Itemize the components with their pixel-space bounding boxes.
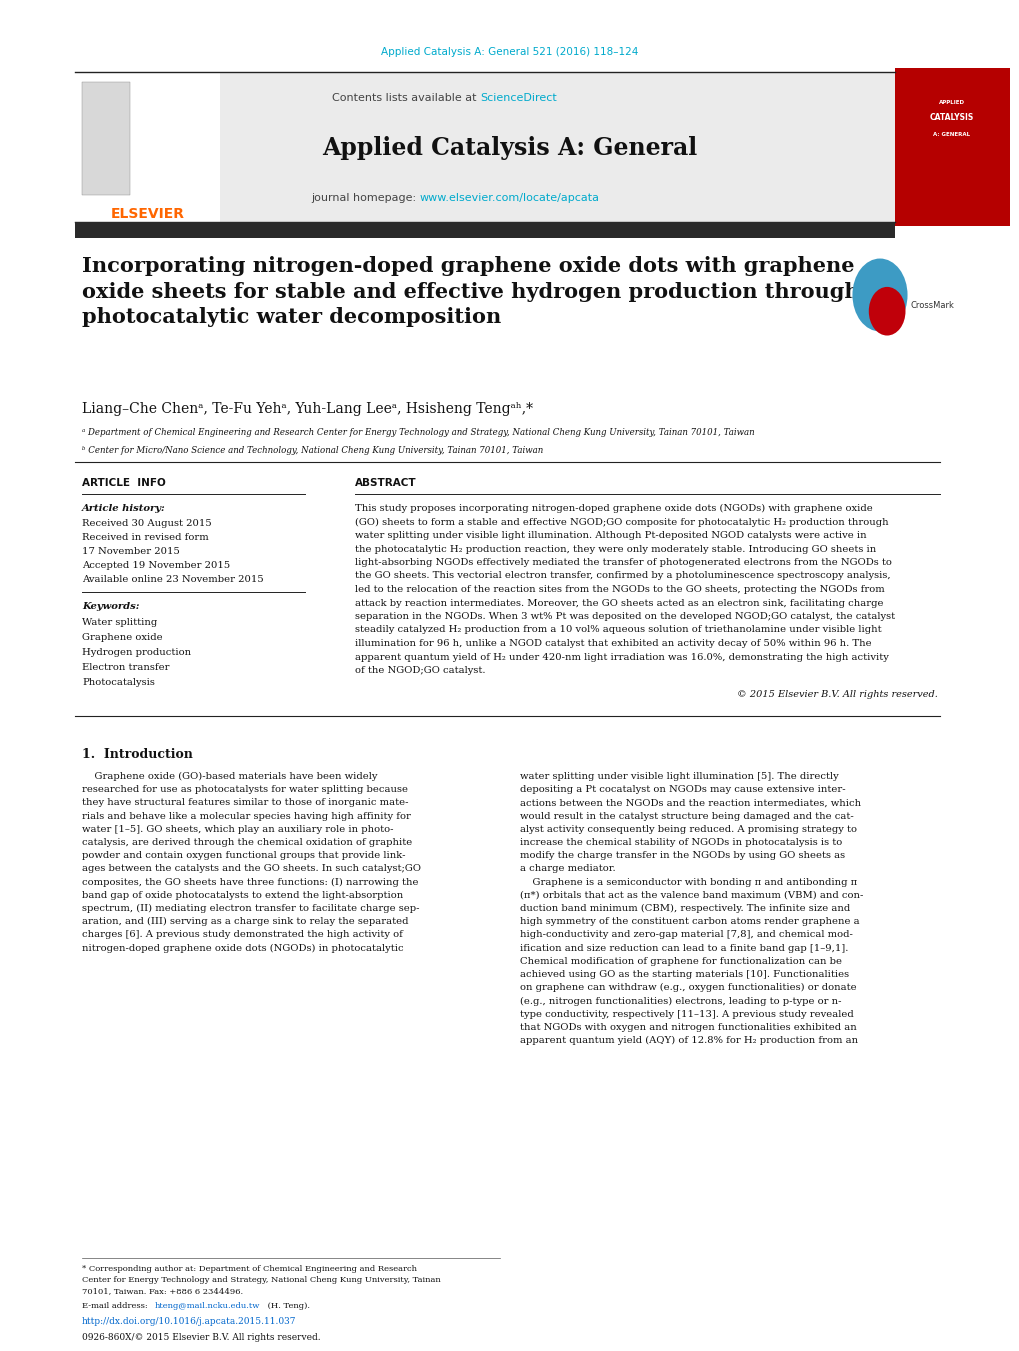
Text: APPLIED: APPLIED [938, 100, 964, 104]
Text: This study proposes incorporating nitrogen-doped graphene oxide dots (NGODs) wit: This study proposes incorporating nitrog… [355, 504, 872, 513]
Text: of the NGOD;GO catalyst.: of the NGOD;GO catalyst. [355, 666, 485, 676]
Text: steadily catalyzed H₂ production from a 10 vol% aqueous solution of triethanolam: steadily catalyzed H₂ production from a … [355, 626, 880, 635]
Text: Water splitting: Water splitting [82, 617, 157, 627]
FancyBboxPatch shape [75, 222, 894, 238]
FancyBboxPatch shape [894, 68, 1009, 226]
Text: Electron transfer: Electron transfer [82, 663, 169, 671]
Text: Applied Catalysis A: General 521 (2016) 118–124: Applied Catalysis A: General 521 (2016) … [381, 47, 638, 57]
Text: water [1–5]. GO sheets, which play an auxiliary role in photo-: water [1–5]. GO sheets, which play an au… [82, 825, 393, 834]
Circle shape [852, 258, 907, 331]
Text: Graphene is a semiconductor with bonding π and antibonding π: Graphene is a semiconductor with bonding… [520, 878, 856, 886]
Text: illumination for 96 h, unlike a NGOD catalyst that exhibited an activity decay o: illumination for 96 h, unlike a NGOD cat… [355, 639, 871, 648]
Text: Applied Catalysis A: General: Applied Catalysis A: General [322, 136, 697, 159]
Text: the photocatalytic H₂ production reaction, they were only moderately stable. Int: the photocatalytic H₂ production reactio… [355, 544, 875, 554]
FancyBboxPatch shape [75, 72, 220, 222]
Text: separation in the NGODs. When 3 wt% Pt was deposited on the developed NGOD;GO ca: separation in the NGODs. When 3 wt% Pt w… [355, 612, 895, 621]
Text: modify the charge transfer in the NGODs by using GO sheets as: modify the charge transfer in the NGODs … [520, 851, 845, 861]
Text: depositing a Pt cocatalyst on NGODs may cause extensive inter-: depositing a Pt cocatalyst on NGODs may … [520, 785, 845, 794]
Text: ification and size reduction can lead to a finite band gap [1–9,1].: ification and size reduction can lead to… [520, 943, 848, 952]
Text: rials and behave like a molecular species having high affinity for: rials and behave like a molecular specie… [82, 812, 411, 820]
Text: hteng@mail.ncku.edu.tw: hteng@mail.ncku.edu.tw [155, 1302, 260, 1310]
Text: high symmetry of the constituent carbon atoms render graphene a: high symmetry of the constituent carbon … [520, 917, 859, 927]
Text: ages between the catalysts and the GO sheets. In such catalyst;GO: ages between the catalysts and the GO sh… [82, 865, 421, 873]
Text: powder and contain oxygen functional groups that provide link-: powder and contain oxygen functional gro… [82, 851, 406, 861]
Text: Keywords:: Keywords: [82, 603, 140, 611]
Text: http://dx.doi.org/10.1016/j.apcata.2015.11.037: http://dx.doi.org/10.1016/j.apcata.2015.… [82, 1317, 297, 1325]
Text: CATALYSIS: CATALYSIS [929, 113, 973, 123]
Text: Received 30 August 2015: Received 30 August 2015 [82, 519, 212, 528]
Text: ᵃ Department of Chemical Engineering and Research Center for Energy Technology a: ᵃ Department of Chemical Engineering and… [82, 428, 754, 436]
Text: achieved using GO as the starting materials [10]. Functionalities: achieved using GO as the starting materi… [520, 970, 848, 979]
Text: ᵇ Center for Micro/Nano Science and Technology, National Cheng Kung University, : ᵇ Center for Micro/Nano Science and Tech… [82, 446, 543, 455]
Text: Chemical modification of graphene for functionalization can be: Chemical modification of graphene for fu… [520, 957, 841, 966]
Text: Received in revised form: Received in revised form [82, 534, 209, 542]
Text: attack by reaction intermediates. Moreover, the GO sheets acted as an electron s: attack by reaction intermediates. Moreov… [355, 598, 882, 608]
Text: 0926-860X/© 2015 Elsevier B.V. All rights reserved.: 0926-860X/© 2015 Elsevier B.V. All right… [82, 1333, 320, 1342]
Text: Contents lists available at: Contents lists available at [331, 93, 480, 103]
Text: © 2015 Elsevier B.V. All rights reserved.: © 2015 Elsevier B.V. All rights reserved… [737, 690, 937, 698]
Text: (H. Teng).: (H. Teng). [265, 1302, 310, 1310]
Text: the GO sheets. This vectorial electron transfer, confirmed by a photoluminescenc: the GO sheets. This vectorial electron t… [355, 571, 890, 581]
Text: would result in the catalyst structure being damaged and the cat-: would result in the catalyst structure b… [520, 812, 853, 820]
Text: Graphene oxide: Graphene oxide [82, 634, 162, 642]
Text: a charge mediator.: a charge mediator. [520, 865, 615, 873]
Text: water splitting under visible light illumination [5]. The directly: water splitting under visible light illu… [520, 771, 838, 781]
Text: Graphene oxide (GO)-based materials have been widely: Graphene oxide (GO)-based materials have… [82, 771, 377, 781]
Text: www.elsevier.com/locate/apcata: www.elsevier.com/locate/apcata [420, 193, 599, 203]
Text: alyst activity consequently being reduced. A promising strategy to: alyst activity consequently being reduce… [520, 825, 856, 834]
Text: increase the chemical stability of NGODs in photocatalysis is to: increase the chemical stability of NGODs… [520, 838, 842, 847]
Text: CrossMark: CrossMark [910, 301, 954, 311]
Text: (π*) orbitals that act as the valence band maximum (VBM) and con-: (π*) orbitals that act as the valence ba… [520, 890, 862, 900]
Text: actions between the NGODs and the reaction intermediates, which: actions between the NGODs and the reacti… [520, 798, 860, 808]
Text: 1.  Introduction: 1. Introduction [82, 748, 193, 761]
Text: ScienceDirect: ScienceDirect [480, 93, 556, 103]
Text: 17 November 2015: 17 November 2015 [82, 547, 179, 557]
Text: they have structural features similar to those of inorganic mate-: they have structural features similar to… [82, 798, 408, 808]
Text: journal homepage:: journal homepage: [311, 193, 420, 203]
Text: catalysis, are derived through the chemical oxidation of graphite: catalysis, are derived through the chemi… [82, 838, 412, 847]
Text: 70101, Taiwan. Fax: +886 6 2344496.: 70101, Taiwan. Fax: +886 6 2344496. [82, 1288, 243, 1296]
Text: Liang–Che Chenᵃ, Te-Fu Yehᵃ, Yuh-Lang Leeᵃ, Hsisheng Tengᵃʰ,*: Liang–Che Chenᵃ, Te-Fu Yehᵃ, Yuh-Lang Le… [82, 403, 533, 416]
Text: Accepted 19 November 2015: Accepted 19 November 2015 [82, 561, 230, 570]
Text: water splitting under visible light illumination. Although Pt-deposited NGOD cat: water splitting under visible light illu… [355, 531, 866, 540]
Text: duction band minimum (CBM), respectively. The infinite size and: duction band minimum (CBM), respectively… [520, 904, 850, 913]
FancyBboxPatch shape [82, 82, 129, 195]
Text: Center for Energy Technology and Strategy, National Cheng Kung University, Taina: Center for Energy Technology and Strateg… [82, 1275, 440, 1283]
Text: Hydrogen production: Hydrogen production [82, 648, 191, 657]
Text: charges [6]. A previous study demonstrated the high activity of: charges [6]. A previous study demonstrat… [82, 931, 403, 939]
Text: (e.g., nitrogen functionalities) electrons, leading to p-type or n-: (e.g., nitrogen functionalities) electro… [520, 997, 841, 1005]
Text: researched for use as photocatalysts for water splitting because: researched for use as photocatalysts for… [82, 785, 408, 794]
Text: Incorporating nitrogen-doped graphene oxide dots with graphene
oxide sheets for : Incorporating nitrogen-doped graphene ox… [82, 255, 859, 327]
Text: apparent quantum yield (AQY) of 12.8% for H₂ production from an: apparent quantum yield (AQY) of 12.8% fo… [520, 1036, 857, 1046]
Text: light-absorbing NGODs effectively mediated the transfer of photogenerated electr: light-absorbing NGODs effectively mediat… [355, 558, 891, 567]
Text: apparent quantum yield of H₂ under 420-nm light irradiation was 16.0%, demonstra: apparent quantum yield of H₂ under 420-n… [355, 653, 888, 662]
FancyBboxPatch shape [75, 72, 894, 222]
Text: * Corresponding author at: Department of Chemical Engineering and Research: * Corresponding author at: Department of… [82, 1265, 417, 1273]
Text: E-mail address:: E-mail address: [82, 1302, 150, 1310]
Text: Available online 23 November 2015: Available online 23 November 2015 [82, 576, 264, 584]
Text: (GO) sheets to form a stable and effective NGOD;GO composite for photocatalytic : (GO) sheets to form a stable and effecti… [355, 517, 888, 527]
Text: led to the relocation of the reaction sites from the NGODs to the GO sheets, pro: led to the relocation of the reaction si… [355, 585, 883, 594]
Text: composites, the GO sheets have three functions: (I) narrowing the: composites, the GO sheets have three fun… [82, 878, 418, 886]
Text: ELSEVIER: ELSEVIER [111, 207, 184, 222]
Text: aration, and (III) serving as a charge sink to relay the separated: aration, and (III) serving as a charge s… [82, 917, 408, 927]
Text: A: GENERAL: A: GENERAL [932, 131, 970, 136]
Text: ABSTRACT: ABSTRACT [355, 478, 416, 488]
Text: type conductivity, respectively [11–13]. A previous study revealed: type conductivity, respectively [11–13].… [520, 1009, 853, 1019]
Text: band gap of oxide photocatalysts to extend the light-absorption: band gap of oxide photocatalysts to exte… [82, 890, 403, 900]
Text: Photocatalysis: Photocatalysis [82, 678, 155, 688]
Text: Article history:: Article history: [82, 504, 166, 513]
Text: ARTICLE  INFO: ARTICLE INFO [82, 478, 166, 488]
Text: high-conductivity and zero-gap material [7,8], and chemical mod-: high-conductivity and zero-gap material … [520, 931, 852, 939]
Circle shape [868, 286, 905, 335]
Text: that NGODs with oxygen and nitrogen functionalities exhibited an: that NGODs with oxygen and nitrogen func… [520, 1023, 856, 1032]
Text: on graphene can withdraw (e.g., oxygen functionalities) or donate: on graphene can withdraw (e.g., oxygen f… [520, 984, 856, 993]
Text: nitrogen-doped graphene oxide dots (NGODs) in photocatalytic: nitrogen-doped graphene oxide dots (NGOD… [82, 943, 404, 952]
Text: spectrum, (II) mediating electron transfer to facilitate charge sep-: spectrum, (II) mediating electron transf… [82, 904, 419, 913]
